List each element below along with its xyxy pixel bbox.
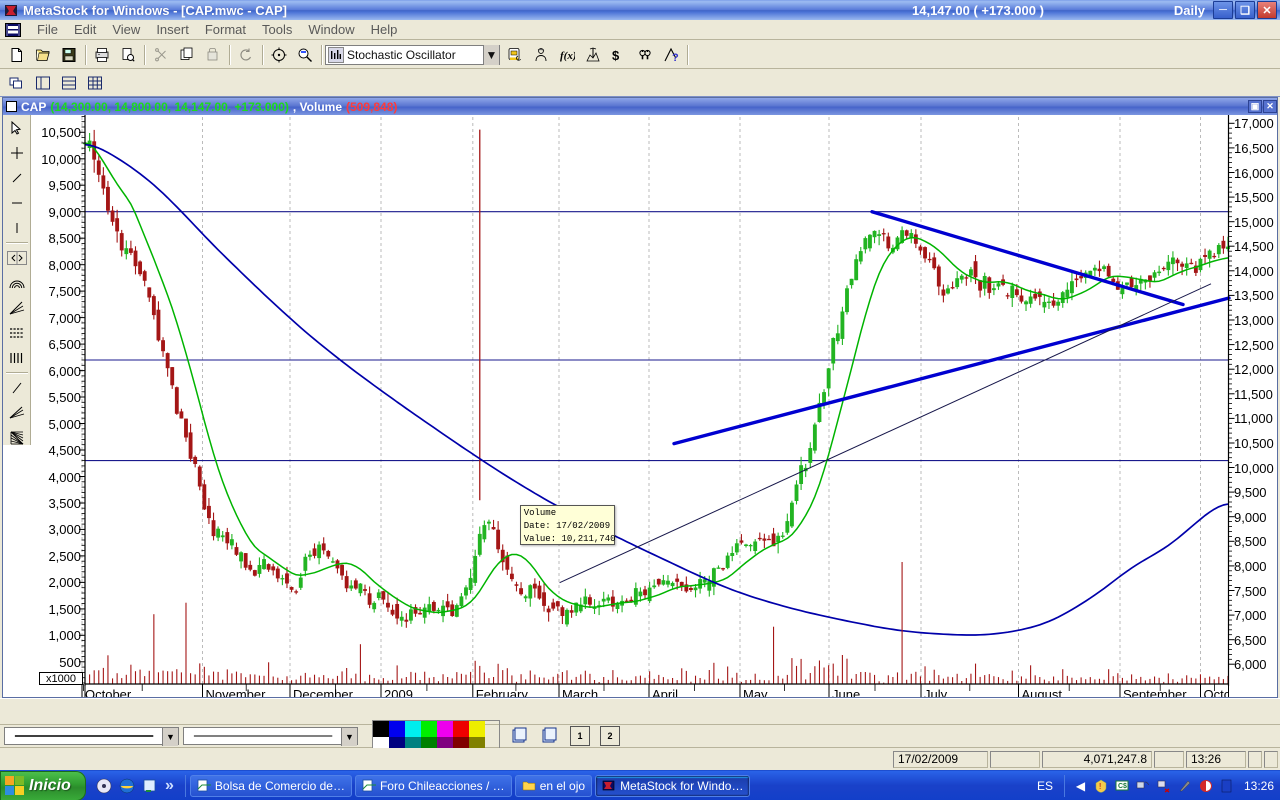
svg-text:f(x): f(x): [560, 50, 575, 62]
svg-text:$: $: [612, 48, 620, 63]
svg-text:?: ?: [672, 52, 679, 63]
svg-text:!: !: [1099, 782, 1101, 791]
svg-text:C$: C$: [1118, 783, 1127, 790]
